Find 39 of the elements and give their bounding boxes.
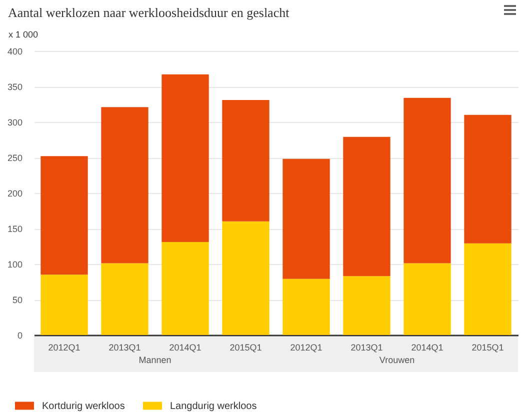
y-tick-label: 100 (7, 260, 22, 270)
bar (404, 98, 451, 264)
bar (343, 136, 390, 276)
y-tick-label: 250 (7, 153, 22, 163)
bar (40, 274, 88, 335)
y-tick-label: 300 (7, 118, 22, 128)
legend-label: Kortdurig werkloos (42, 400, 125, 412)
bar (464, 243, 512, 335)
bar (162, 242, 209, 335)
y-axis-title: x 1 000 (8, 30, 38, 40)
bar (101, 107, 148, 264)
x-tick-label: 2012Q1 (290, 342, 322, 352)
x-tick-label: 2014Q1 (411, 342, 444, 352)
text: Mannen (138, 355, 172, 365)
text: Vrouwen (379, 355, 415, 365)
legend-label: Langdurig werkloos (170, 400, 257, 412)
x-tick-label: 2013Q1 (350, 342, 383, 352)
y-tick-label: 200 (7, 188, 22, 198)
bar (464, 114, 512, 244)
y-tick-label: 350 (7, 82, 22, 92)
x-tick-label: 2014Q1 (169, 342, 202, 352)
y-tick-label: 0 (17, 330, 22, 340)
y-tick-label: 400 (7, 46, 22, 56)
bar (101, 263, 148, 335)
bar (222, 221, 270, 335)
x-tick-label: 2015Q1 (230, 342, 262, 352)
bar (282, 278, 330, 335)
x-tick-label: 2013Q1 (108, 342, 141, 352)
x-tick-label: 2015Q1 (472, 342, 504, 352)
x-tick-label: 2012Q1 (48, 342, 80, 352)
bar (282, 158, 330, 279)
y-tick-label: 50 (12, 295, 22, 305)
bar (222, 100, 270, 222)
bar (343, 276, 390, 335)
chart-title: Aantal werklozen naar werkloosheidsduur en geslacht (8, 5, 290, 20)
bar (40, 156, 88, 275)
bar (162, 74, 209, 242)
y-tick-label: 150 (7, 224, 22, 234)
bar (404, 263, 451, 335)
